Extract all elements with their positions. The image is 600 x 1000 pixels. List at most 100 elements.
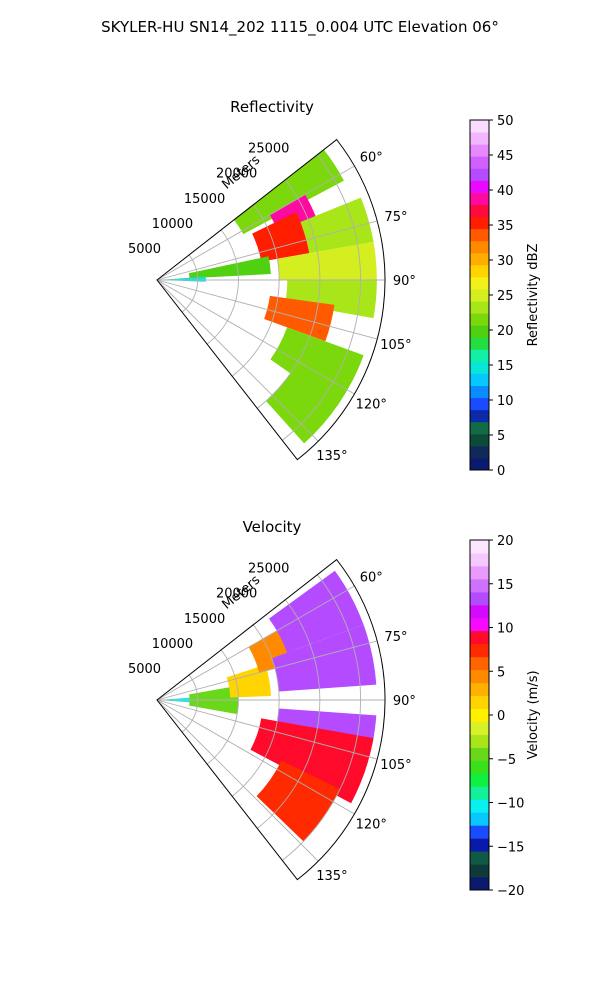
polar-grid — [156, 574, 385, 862]
colorbar-tick-label: 10 — [497, 394, 514, 409]
colorbar-segment — [470, 276, 489, 290]
azimuth-spoke — [156, 220, 378, 281]
colorbar-label: Velocity (m/s) — [526, 670, 541, 759]
azimuth-tick-label: 75° — [384, 210, 407, 225]
azimuth-spoke — [156, 165, 355, 281]
azimuth-tick-label: 75° — [384, 630, 407, 645]
colorbar-tick-label: −15 — [497, 840, 524, 855]
colorbar-segment — [470, 877, 489, 891]
colorbar-tick-label: 5 — [497, 429, 505, 444]
colorbar-tick-label: −20 — [497, 884, 524, 899]
colorbar-tick-label: −5 — [497, 753, 516, 768]
range-tick-label: 15000 — [184, 192, 225, 207]
radar-panels: Reflectivity500010000150002000025000Mete… — [128, 98, 541, 899]
colorbar-segment — [470, 397, 489, 411]
data-cell — [268, 570, 364, 653]
azimuth-tick-label: 105° — [380, 758, 411, 773]
polar-grid — [156, 154, 385, 442]
data-cell — [256, 760, 340, 842]
azimuth-spoke — [156, 585, 355, 701]
colorbar-tick-label: 20 — [497, 324, 514, 339]
colorbar-segment — [470, 838, 489, 852]
data-cell — [252, 212, 310, 262]
azimuth-spoke — [156, 699, 319, 862]
azimuth-spoke — [156, 699, 378, 760]
colorbar-segment — [470, 325, 489, 338]
colorbar-tick-label: 25 — [497, 289, 514, 304]
range-tick-label: 20000 — [216, 587, 257, 602]
colorbar-segment — [470, 760, 489, 774]
colorbar-segment — [470, 864, 489, 878]
colorbar-tick-label: 0 — [497, 709, 505, 724]
colorbar-segment — [470, 786, 489, 800]
colorbar-segment — [470, 617, 489, 632]
figure-title: SKYLER-HU SN14_202 1115_0.004 UTC Elevat… — [101, 18, 499, 37]
data-cell — [277, 241, 377, 280]
data-cell — [250, 718, 374, 804]
colorbar-segment — [470, 252, 489, 266]
range-tick-label: 5000 — [128, 242, 161, 257]
range-ring — [181, 674, 199, 733]
panel-title: Velocity — [243, 518, 302, 536]
azimuth-tick-label: 120° — [356, 398, 387, 413]
colorbar-segment — [470, 457, 489, 471]
colorbar-segment — [470, 385, 489, 399]
azimuth-tick-label: 135° — [316, 869, 347, 884]
colorbar-segment — [470, 192, 489, 205]
colorbar-segment — [470, 373, 489, 387]
azimuth-spoke — [156, 699, 355, 815]
range-tick-label: 20000 — [216, 167, 257, 182]
colorbar-tick-label: −10 — [497, 797, 524, 812]
colorbar-segment — [470, 669, 489, 684]
range-ring — [256, 599, 321, 829]
azimuth-tick-label: 120° — [356, 818, 387, 833]
azimuth-tick-label: 90° — [393, 274, 416, 289]
colorbar-segment — [470, 643, 489, 658]
colorbar-tick-label: 0 — [497, 464, 505, 479]
colorbar-segment — [470, 695, 489, 710]
colorbar-segment — [470, 240, 489, 254]
sector-outline — [156, 138, 386, 461]
range-ring — [231, 204, 280, 377]
colorbar-segment — [470, 313, 489, 326]
colorbar-segment — [470, 349, 489, 362]
colorbar-segment — [470, 825, 489, 839]
colorbar-label: Reflectivity dBZ — [526, 244, 541, 347]
data-cell — [300, 197, 374, 254]
colorbar-tick-label: 15 — [497, 578, 514, 593]
colorbar: 0 5 10 15 20 25 30 35 40 45 50 Reflectivity dBZ — [469, 114, 541, 479]
range-ring — [231, 624, 280, 797]
colorbar-segment — [470, 552, 489, 567]
colorbar-tick-label: 35 — [497, 219, 514, 234]
sector-outline — [156, 558, 386, 881]
azimuth-tick-label: 60° — [360, 150, 383, 165]
colorbar-segment — [470, 120, 489, 133]
azimuth-spoke — [156, 279, 355, 395]
colorbar-segment — [470, 812, 489, 826]
colorbar-segment — [470, 301, 489, 314]
colorbar-segment — [470, 168, 489, 181]
colorbar-segment — [470, 288, 489, 302]
range-ring — [282, 574, 361, 861]
range-ring — [256, 179, 321, 409]
colorbar-segment — [470, 773, 489, 787]
azimuth-tick-label: 60° — [360, 570, 383, 585]
colorbar-segment — [470, 656, 489, 671]
colorbar-segment — [470, 578, 489, 593]
panel-title: Reflectivity — [230, 98, 314, 116]
radar-panel-reflectivity: Reflectivity500010000150002000025000Mete… — [128, 98, 541, 479]
data-cell — [270, 327, 364, 407]
data-cell — [271, 624, 377, 692]
colorbar-tick-label: 50 — [497, 114, 514, 129]
range-tick-label: 10000 — [152, 217, 193, 232]
data-cell — [265, 371, 340, 444]
colorbar-tick-label: 15 — [497, 359, 514, 374]
colorbar-segment — [470, 747, 489, 761]
colorbar-segment — [470, 591, 489, 606]
range-ring — [206, 229, 239, 345]
data-cells — [161, 149, 377, 444]
colorbar-segment — [470, 156, 489, 169]
azimuth-spoke — [156, 279, 319, 442]
colorbar-segment — [470, 540, 489, 554]
azimuth-spoke — [156, 279, 378, 340]
